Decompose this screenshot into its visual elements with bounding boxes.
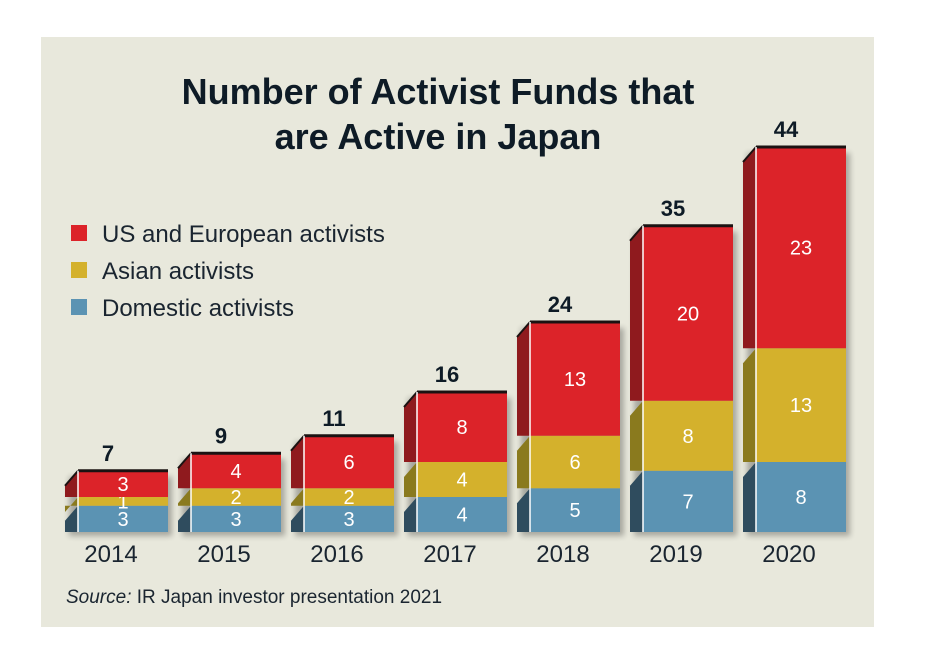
x-tick-2020: 2020 — [762, 541, 815, 568]
bar-value-asian-activists-2016: 2 — [343, 487, 354, 509]
bar-total-2020: 44 — [774, 117, 799, 142]
bar-side-us-and-european-activists-2019 — [630, 225, 643, 401]
chart-title-line-1: Number of Activist Funds that — [182, 71, 695, 112]
bar-value-domestic-activists-2017: 4 — [456, 505, 467, 527]
bar-value-asian-activists-2017: 4 — [456, 470, 467, 492]
bar-side-domestic-activists-2016 — [291, 505, 304, 532]
bar-segment-asian-activists-2016 — [304, 488, 394, 506]
bar-total-2016: 11 — [322, 406, 345, 431]
bar-value-us-and-european-activists-2017: 8 — [456, 417, 467, 439]
bar-segment-asian-activists-2017 — [417, 462, 507, 497]
bar-side-asian-activists-2014 — [65, 497, 78, 512]
bar-side-asian-activists-2016 — [291, 488, 304, 506]
bar-segment-us-and-european-activists-2020 — [756, 147, 846, 349]
bar-segment-asian-activists-2019 — [643, 400, 733, 471]
x-tick-2015: 2015 — [197, 541, 250, 568]
bar-side-domestic-activists-2017 — [404, 497, 417, 532]
bar-segment-us-and-european-activists-2014 — [78, 470, 168, 497]
bar-top-edge-side-2015 — [177, 452, 192, 469]
legend-label-domestic-activists: Domestic activists — [102, 295, 294, 322]
bar-segment-us-and-european-activists-2016 — [304, 435, 394, 489]
bar-value-asian-activists-2015: 2 — [230, 487, 241, 509]
bar-side-us-and-european-activists-2015 — [178, 453, 191, 489]
bar-value-us-and-european-activists-2020: 23 — [790, 238, 812, 260]
bar-value-domestic-activists-2014: 3 — [117, 509, 128, 531]
bar-value-asian-activists-2019: 8 — [682, 426, 693, 448]
bar-segment-us-and-european-activists-2017 — [417, 392, 507, 462]
bar-side-domestic-activists-2020 — [743, 462, 756, 532]
legend-label-us-and-european-activists: US and European activists — [102, 221, 385, 248]
bar-value-us-and-european-activists-2016: 6 — [343, 452, 354, 474]
bar-top-edge-side-2019 — [629, 225, 644, 242]
x-tick-2018: 2018 — [536, 541, 589, 568]
bar-total-2014: 7 — [102, 441, 114, 466]
bar-segment-asian-activists-2014 — [78, 497, 168, 506]
bar-side-domestic-activists-2019 — [630, 470, 643, 532]
bar-total-2019: 35 — [661, 196, 685, 221]
bar-top-edge-side-2020 — [742, 146, 757, 163]
bar-total-2017: 16 — [435, 362, 459, 387]
bar-side-asian-activists-2017 — [404, 462, 417, 497]
bar-segment-asian-activists-2018 — [530, 435, 620, 489]
bar-value-asian-activists-2018: 6 — [569, 452, 580, 474]
bar-value-domestic-activists-2016: 3 — [343, 509, 354, 531]
bar-value-domestic-activists-2019: 7 — [682, 491, 693, 513]
bar-segment-domestic-activists-2015 — [191, 505, 281, 532]
bar-total-2015: 9 — [215, 423, 227, 448]
bar-side-asian-activists-2019 — [630, 400, 643, 471]
bar-value-domestic-activists-2020: 8 — [795, 487, 806, 509]
bar-value-asian-activists-2020: 13 — [790, 395, 812, 417]
bar-side-us-and-european-activists-2017 — [404, 392, 417, 462]
bar-top-edge-side-2018 — [516, 321, 531, 338]
legend-label-asian-activists: Asian activists — [102, 258, 254, 285]
bar-side-asian-activists-2020 — [743, 348, 756, 462]
source-label: Source: — [66, 587, 131, 608]
bar-segment-domestic-activists-2016 — [304, 505, 394, 532]
bar-value-domestic-activists-2015: 3 — [230, 509, 241, 531]
legend-swatch-us-and-european-activists — [71, 225, 87, 241]
bar-side-asian-activists-2018 — [517, 435, 530, 489]
bar-top-edge-side-2017 — [403, 391, 418, 408]
x-tick-2019: 2019 — [649, 541, 702, 568]
x-axis-labels: 2014 2015 2016 2017 2018 2019 2020 — [84, 541, 815, 568]
bar-segment-domestic-activists-2019 — [643, 470, 733, 532]
bar-segment-us-and-european-activists-2015 — [191, 453, 281, 489]
bar-segment-us-and-european-activists-2018 — [530, 322, 620, 436]
bar-segment-asian-activists-2015 — [191, 488, 281, 506]
legend: US and European activists Asian activists… — [71, 221, 385, 322]
bar-value-us-and-european-activists-2014: 3 — [117, 474, 128, 496]
bar-segment-asian-activists-2020 — [756, 348, 846, 462]
bar-side-us-and-european-activists-2020 — [743, 147, 756, 349]
bar-value-us-and-european-activists-2018: 13 — [564, 369, 586, 391]
bar-side-us-and-european-activists-2016 — [291, 435, 304, 489]
bar-segment-domestic-activists-2014 — [78, 505, 168, 532]
bar-segment-domestic-activists-2017 — [417, 497, 507, 532]
bar-value-asian-activists-2014: 1 — [117, 491, 128, 513]
bar-value-us-and-european-activists-2019: 20 — [677, 303, 699, 325]
bar-total-2018: 24 — [548, 292, 573, 317]
chart-title-line-2: are Active in Japan — [275, 116, 602, 157]
x-tick-2016: 2016 — [310, 541, 363, 568]
x-tick-2017: 2017 — [423, 541, 476, 568]
bar-side-us-and-european-activists-2014 — [65, 470, 78, 497]
x-tick-2014: 2014 — [84, 541, 137, 568]
bar-side-domestic-activists-2018 — [517, 488, 530, 532]
bar-value-us-and-european-activists-2015: 4 — [230, 461, 241, 483]
bar-segment-us-and-european-activists-2019 — [643, 225, 733, 401]
legend-swatch-domestic-activists — [71, 299, 87, 315]
bar-top-edge-side-2014 — [64, 470, 79, 487]
bar-value-domestic-activists-2018: 5 — [569, 500, 580, 522]
legend-swatch-asian-activists — [71, 262, 87, 278]
source-note: Source: IR Japan investor presentation 2… — [66, 587, 442, 608]
bar-segment-domestic-activists-2020 — [756, 462, 846, 532]
source-text: IR Japan investor presentation 2021 — [131, 587, 442, 608]
bar-side-us-and-european-activists-2018 — [517, 322, 530, 436]
bar-segment-domestic-activists-2018 — [530, 488, 620, 532]
bar-top-edge-side-2016 — [290, 435, 305, 452]
bar-side-domestic-activists-2014 — [65, 505, 78, 532]
bar-side-domestic-activists-2015 — [178, 505, 191, 532]
bar-side-asian-activists-2015 — [178, 488, 191, 506]
